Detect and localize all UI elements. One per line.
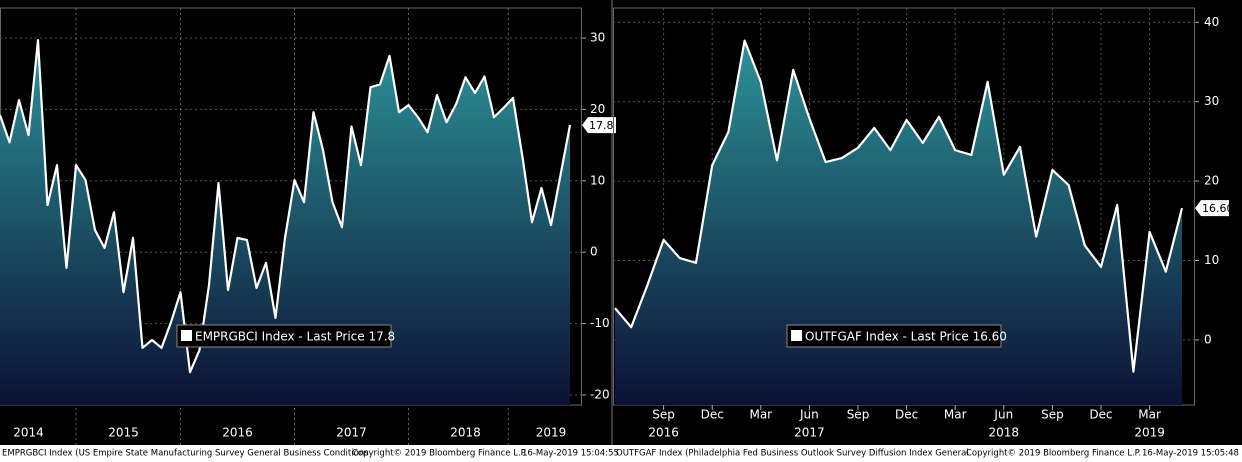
y-tick-label: 20	[1204, 174, 1219, 188]
footnote-copyright: Copyright© 2019 Bloomberg Finance L.P.	[966, 449, 1141, 459]
x-tick-label: Sep	[1041, 408, 1064, 422]
last-price-tag	[1195, 200, 1229, 217]
area-fill	[0, 40, 570, 406]
x-tick-label: Jun	[799, 408, 819, 422]
legend-label: EMPRGBCI Index - Last Price 17.8	[195, 330, 395, 344]
footnote-timestamp: 16-May-2019 15:04:55	[522, 449, 619, 459]
x-tick-label: Dec	[895, 408, 918, 422]
x-tick-label: Sep	[847, 408, 870, 422]
footnote-timestamp: 16-May-2019 15:05:48	[1142, 449, 1239, 459]
y-tick-label: -10	[590, 316, 610, 330]
x-year-label: 2017	[794, 426, 825, 440]
series-line	[614, 39, 1184, 373]
x-tick-label: Dec	[701, 408, 724, 422]
y-tick-label: -20	[590, 388, 610, 402]
y-tick-label: 20	[590, 102, 605, 116]
series-line	[0, 39, 572, 374]
legend-box	[786, 324, 1002, 348]
x-tick-label: 2014	[13, 426, 44, 440]
x-tick-label: Jun	[993, 408, 1013, 422]
last-price-label: 16.60	[1202, 202, 1234, 215]
legend-box	[176, 324, 392, 348]
y-tick-label: 40	[1204, 15, 1219, 29]
x-tick-label: 2018	[450, 426, 481, 440]
y-tick-label: 0	[590, 245, 598, 259]
x-year-label: 2019	[1134, 426, 1165, 440]
x-tick-label: 2016	[222, 426, 253, 440]
x-tick-label: Sep	[652, 408, 675, 422]
x-tick-label: 2015	[108, 426, 139, 440]
legend-swatch	[181, 330, 192, 341]
footnote-description: OUTFGAF Index (Philadelphia Fed Business…	[616, 449, 969, 459]
x-year-label: 2016	[648, 426, 679, 440]
footer-strip	[0, 445, 1242, 462]
x-tick-label: Mar	[749, 408, 772, 422]
x-tick-label: 2019	[536, 426, 567, 440]
legend-swatch	[791, 330, 802, 341]
footnote-copyright: Copyright© 2019 Bloomberg Finance L.P.	[352, 449, 527, 459]
x-year-label: 2018	[989, 426, 1020, 440]
x-tick-label: Mar	[1138, 408, 1161, 422]
y-tick-label: 30	[590, 30, 605, 44]
y-tick-label: 0	[1204, 332, 1212, 346]
y-tick-label: 10	[590, 173, 605, 187]
last-price-tag	[582, 117, 616, 134]
footnote: EMPRGBCI Index (US Empire State Manufact…	[2, 449, 619, 459]
legend-label: OUTFGAF Index - Last Price 16.60	[805, 330, 1007, 344]
area-fill	[615, 40, 1182, 405]
last-price-label: 17.8	[589, 119, 614, 132]
y-tick-label: 10	[1204, 253, 1219, 267]
x-tick-label: Dec	[1089, 408, 1112, 422]
footnote: OUTFGAF Index (Philadelphia Fed Business…	[616, 449, 1239, 459]
x-tick-label: 2017	[336, 426, 367, 440]
x-tick-label: Mar	[944, 408, 967, 422]
footnote-description: EMPRGBCI Index (US Empire State Manufact…	[2, 449, 369, 459]
y-tick-label: 30	[1204, 94, 1219, 108]
